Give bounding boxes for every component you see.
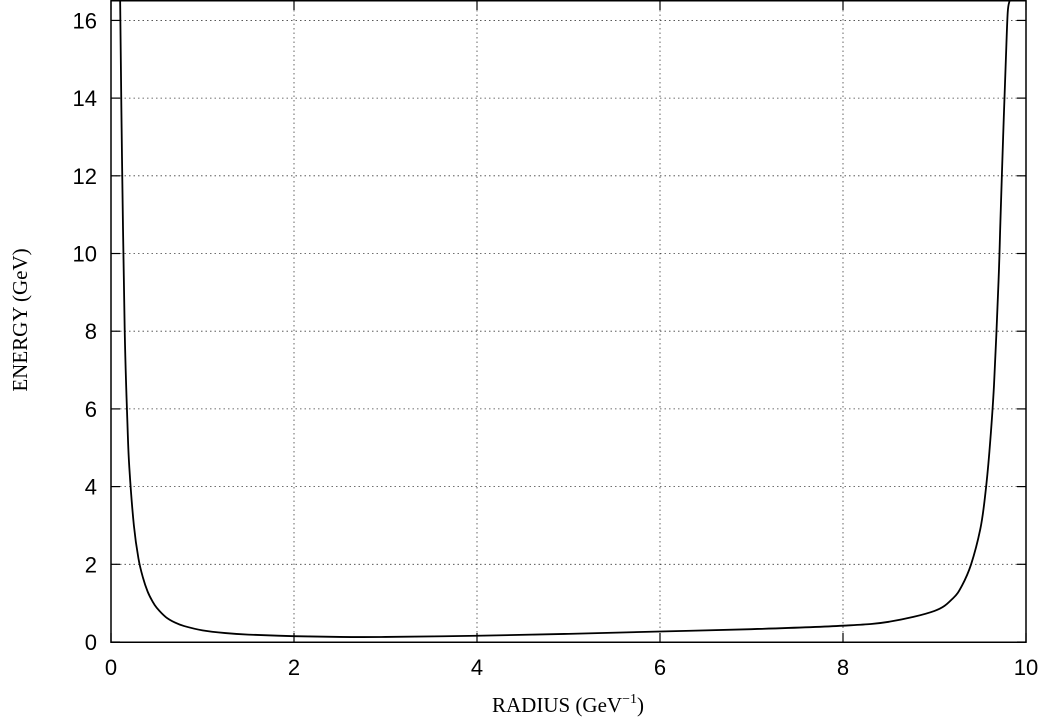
y-tick-label: 6 <box>85 397 97 422</box>
x-axis-label-exponent: −1 <box>622 692 637 707</box>
y-tick-label: 4 <box>85 475 97 500</box>
x-tick-label: 8 <box>837 655 849 680</box>
x-tick-labels: 0 2 4 6 8 10 <box>105 655 1038 680</box>
y-tick-label: 8 <box>85 319 97 344</box>
x-tick-label: 2 <box>288 655 300 680</box>
y-tick-label: 12 <box>73 164 97 189</box>
grid-lines <box>111 1 1026 642</box>
y-tick-label: 2 <box>85 552 97 577</box>
y-tick-label: 10 <box>73 242 97 267</box>
series-line-0 <box>119 0 1011 638</box>
x-tick-label: 6 <box>654 655 666 680</box>
x-tick-label: 0 <box>105 655 117 680</box>
x-tick-label: 4 <box>471 655 483 680</box>
plot-frame <box>110 0 1027 643</box>
y-tick-label: 16 <box>73 8 97 33</box>
series-layer <box>119 0 1011 638</box>
x-axis-label: RADIUS (GeV−1) <box>492 692 644 717</box>
x-axis-label-text: RADIUS (GeV <box>492 693 622 717</box>
tick-marks <box>110 1 1027 643</box>
y-tick-label: 14 <box>73 86 97 111</box>
x-tick-label: 10 <box>1014 655 1038 680</box>
y-tick-labels: 0 2 4 6 8 10 12 14 16 <box>73 8 97 655</box>
y-tick-label: 0 <box>85 630 97 655</box>
y-axis-label: ENERGY (GeV) <box>8 248 32 391</box>
x-axis-label-suffix: ) <box>637 693 644 717</box>
